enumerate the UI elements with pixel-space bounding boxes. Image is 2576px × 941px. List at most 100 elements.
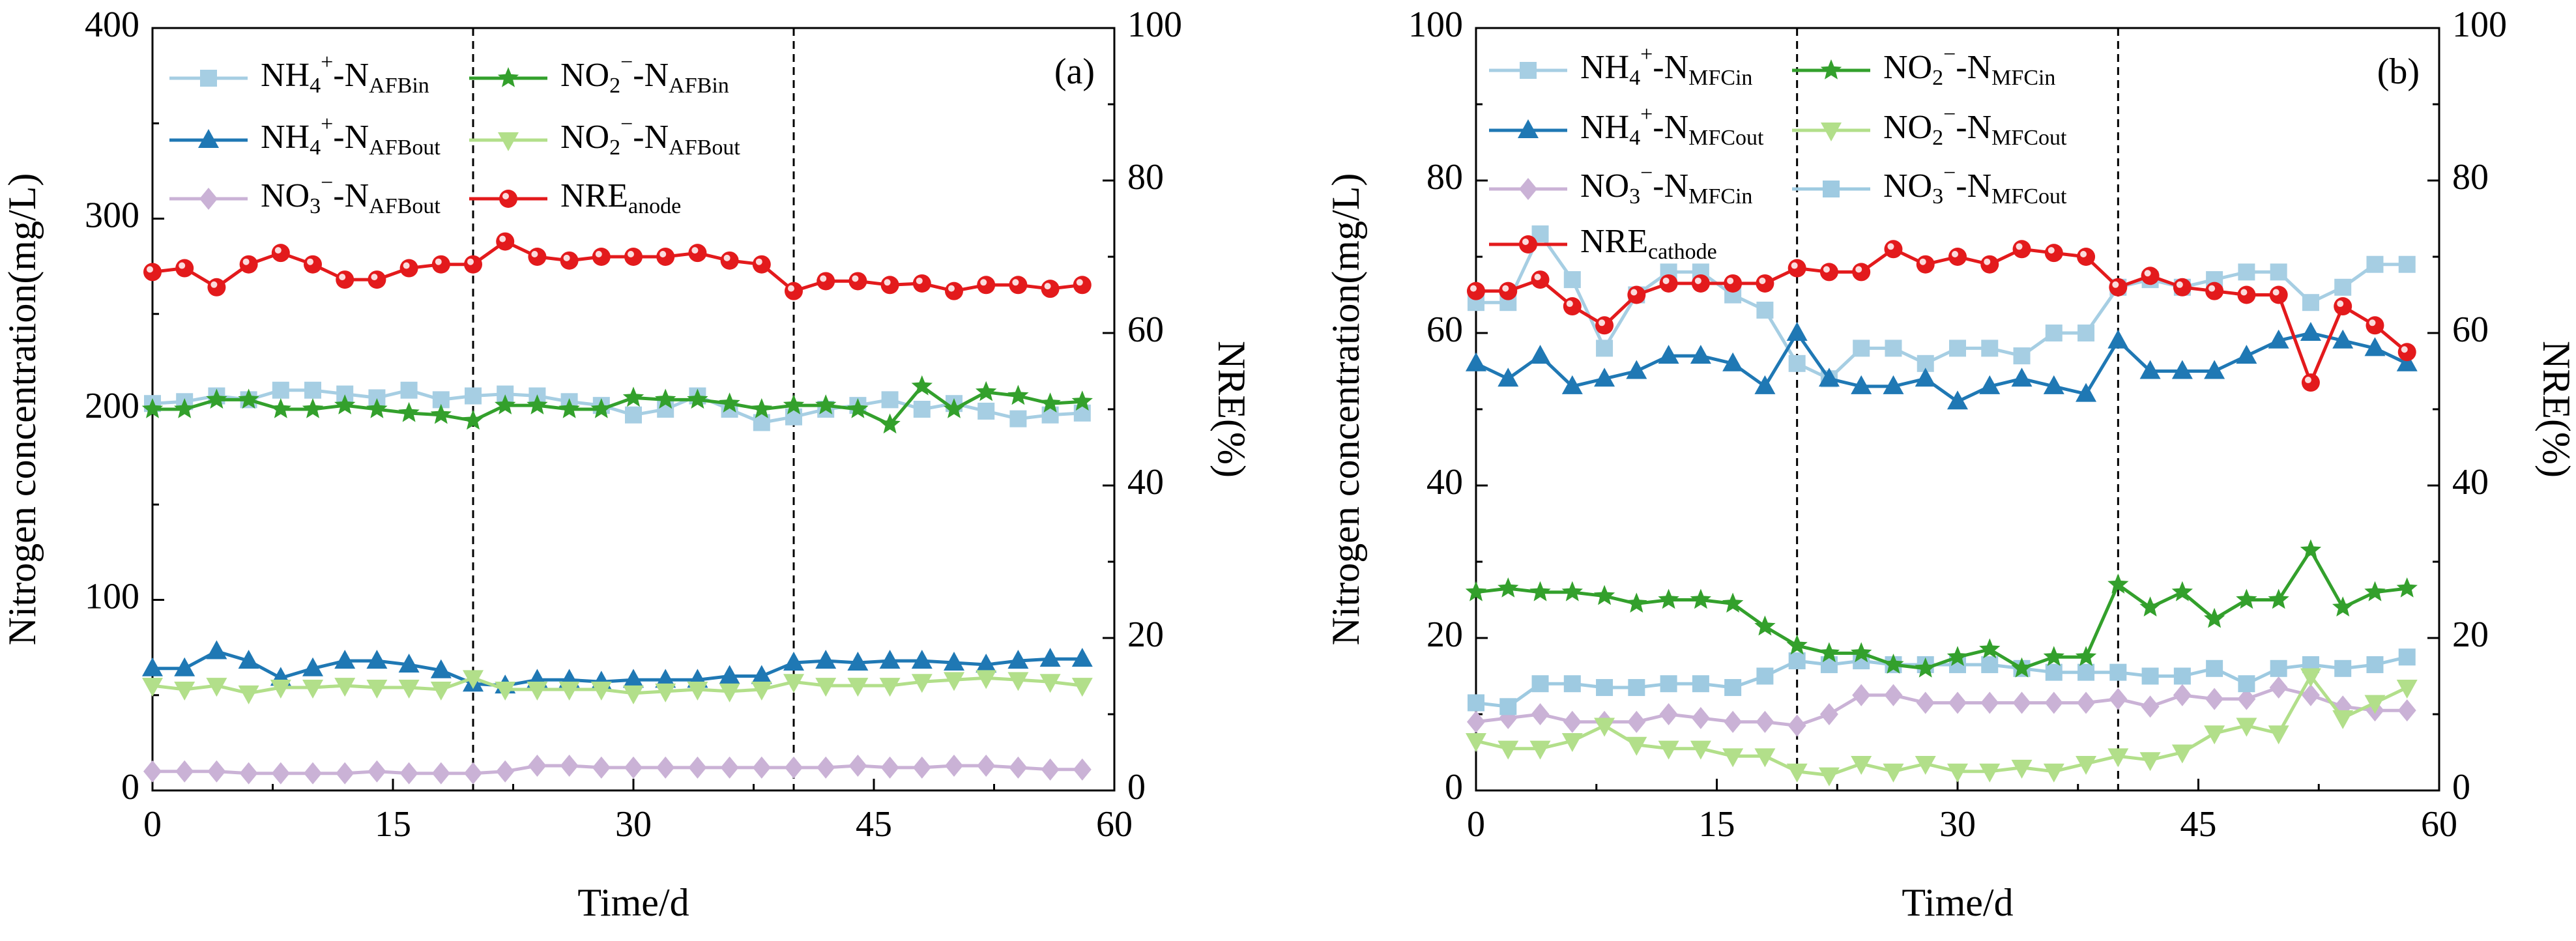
x-tick-label: 45 [856,804,892,845]
data-point [2206,659,2223,677]
data-point [1724,679,1742,697]
legend-sub2: MFCin [1688,66,1752,90]
data-point [1009,410,1027,427]
data-point [1467,282,1485,300]
data-point [141,398,164,418]
data-point [817,756,835,779]
data-point [815,650,837,669]
data-point [1722,748,1744,768]
data-point [720,251,739,270]
data-point [1691,706,1710,729]
data-point-highlight [691,247,699,254]
data-point-highlight [2337,300,2344,308]
data-point-highlight [628,251,634,257]
data-point [1561,732,1583,752]
data-point [1981,656,1999,673]
data-point [1071,648,1093,667]
data-point [976,670,997,689]
panel-b: 0 15 30 45 60020406080100020406080100Time/dN… [1324,5,2576,924]
y2-tick-label: 20 [1127,615,1164,655]
series-nre [143,232,1092,300]
data-point-highlight [1012,279,1019,286]
data-point [1754,375,1776,394]
data-point [142,678,163,697]
legend-main: NO [560,57,609,94]
data-point [495,681,516,701]
data-point [527,681,548,701]
data-point [304,255,322,274]
data-point [848,272,867,291]
legend-main: NH [261,119,310,156]
data-point [655,683,676,702]
legend-sup: − [1943,161,1956,185]
data-point [1949,340,1966,357]
data-point [1531,270,1550,289]
data-point [560,251,579,270]
data-point [271,244,290,263]
data-point-highlight [531,251,538,257]
data-point [1529,345,1551,364]
data-point [1883,654,1904,674]
data-point [2268,725,2289,745]
data-point [1041,280,1060,298]
legend-marker [1518,119,1539,138]
x-tick-label: 15 [375,804,411,845]
data-point [2109,663,2127,681]
data-point-highlight [1759,277,1766,284]
data-point [1563,297,1582,316]
data-point [656,756,675,779]
data-point [2013,347,2031,365]
legend-marker [1520,62,1537,79]
data-point [1039,392,1061,413]
series-line [1475,549,2407,671]
legend-mid: -N [1956,49,1991,86]
legend-marker [199,188,218,210]
data-point [1626,592,1647,613]
legend-sub: 4 [310,136,321,160]
data-point [624,756,643,779]
y2-tick-label: 100 [1127,5,1182,45]
data-point [464,762,482,785]
data-point [1884,240,1903,259]
data-point [623,685,644,704]
y2-tick-label: 80 [1127,157,1164,197]
data-point [143,263,162,282]
data-point [2043,646,2064,666]
data-point [366,680,388,699]
data-point [977,754,996,777]
data-point [399,259,418,278]
legend-main: NO [261,177,310,214]
data-point [2268,329,2289,349]
y-tick-label: 20 [1426,615,1463,655]
data-point-highlight [1823,266,1830,273]
data-point [495,394,516,414]
data-point-highlight [339,274,346,281]
data-point [783,652,804,671]
data-point [911,674,933,693]
data-point [688,756,707,779]
data-point [271,762,290,785]
data-point-highlight [307,258,313,265]
data-point [2077,663,2095,681]
legend-mid: -N [1653,109,1688,146]
data-point [879,413,901,434]
data-point [945,282,963,300]
data-point [2334,297,2352,316]
legend-mid: -N [1653,167,1688,205]
data-point [752,255,771,274]
data-point [2396,680,2418,699]
data-point [2366,656,2384,673]
data-point [1594,368,1615,387]
data-point [1724,710,1743,733]
data-point [174,398,195,418]
series-no3_out [143,754,1092,785]
data-point [656,248,675,266]
data-point-highlight [1984,258,1991,265]
data-point [1561,581,1583,601]
data-point [2334,278,2352,296]
data-point [1466,352,1486,371]
data-point [1498,577,1519,598]
data-point-highlight [147,266,153,273]
legend-label-no3_out: NO3−-NMFCout [1883,161,2067,209]
